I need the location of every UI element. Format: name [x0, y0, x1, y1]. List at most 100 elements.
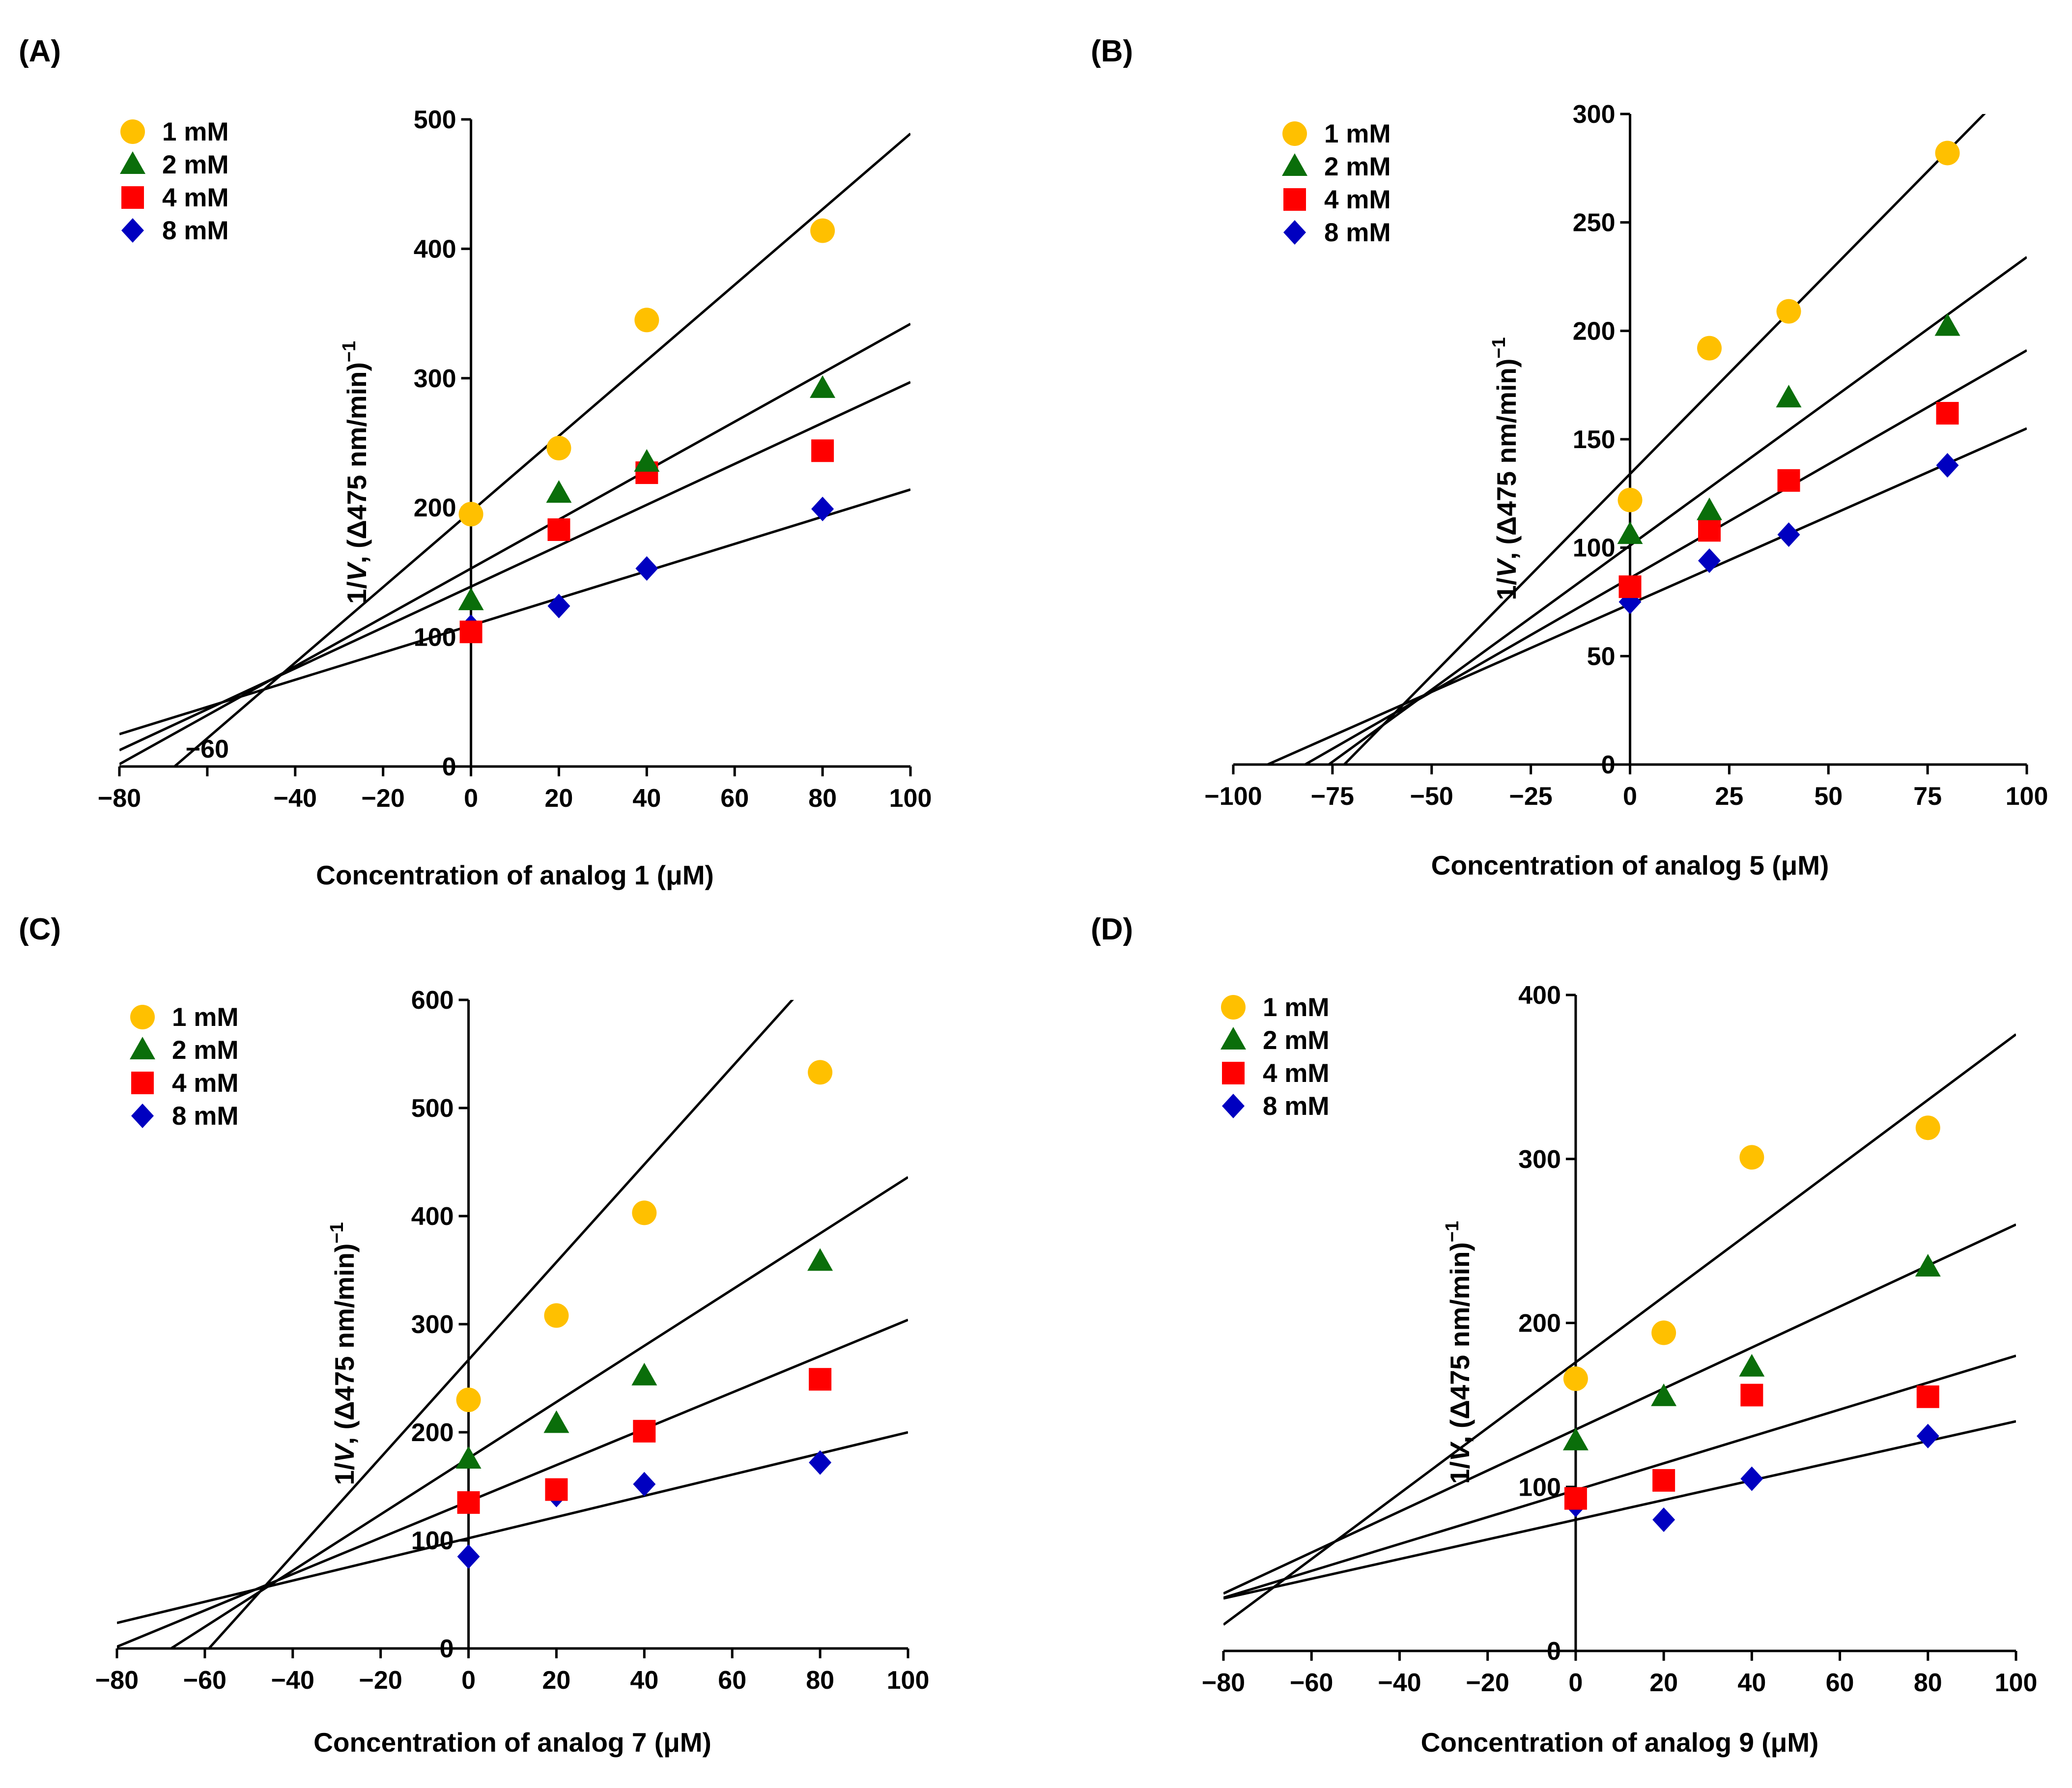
y-tick-label: 300 [411, 1310, 454, 1339]
x-tick-label: −40 [271, 1666, 314, 1695]
data-point-8-mm [633, 1472, 656, 1497]
x-tick-label: −60 [183, 1666, 227, 1695]
x-axis-title: Concentration of analog 1 (μM) [316, 860, 714, 890]
y-tick-label: 100 [414, 624, 456, 652]
legend-label: 2 mM [1324, 152, 1391, 181]
data-point-2-mm [631, 1362, 657, 1386]
data-point-1-mm [1563, 1366, 1588, 1391]
x-axis-title: Concentration of analog 9 (μM) [1421, 1727, 1819, 1758]
legend-marker-8-mm [131, 1104, 154, 1128]
legend-marker-1-mm [130, 1005, 155, 1029]
data-point-1-mm [544, 1303, 569, 1328]
x-tick-label: −100 [1204, 782, 1262, 811]
legend-label: 8 mM [1263, 1092, 1329, 1121]
data-point-4-mm [547, 518, 570, 541]
legend-label: 4 mM [1324, 185, 1391, 214]
legend-label: 1 mM [1263, 993, 1329, 1022]
data-point-2-mm [543, 1410, 569, 1433]
fit-line-4-mm [1223, 1354, 2016, 1599]
panel-label: (C) [19, 912, 61, 946]
y-tick-label: 100 [1573, 534, 1616, 563]
data-point-2-mm [1562, 1427, 1589, 1450]
data-point-1-mm [1776, 299, 1801, 324]
legend-marker-4-mm [1222, 1062, 1245, 1084]
x-tick-label: 0 [461, 1666, 476, 1695]
data-point-4-mm [1936, 402, 1959, 425]
data-point-1-mm [1651, 1320, 1676, 1345]
x-tick-label: −75 [1311, 782, 1354, 811]
x-tick-label: 60 [720, 784, 749, 813]
x-tick-label: 40 [1737, 1669, 1766, 1697]
data-point-2-mm [810, 375, 836, 398]
y-tick-label: 500 [414, 106, 456, 134]
data-point-4-mm [457, 1491, 480, 1514]
y-tick-label: 50 [1587, 642, 1616, 671]
legend-marker-2-mm [120, 151, 145, 174]
data-point-2-mm [1934, 313, 1960, 336]
y-tick-label: 400 [411, 1202, 454, 1231]
data-point-1-mm [808, 1060, 833, 1085]
data-point-8-mm [635, 556, 658, 581]
data-point-4-mm [1564, 1487, 1587, 1510]
data-point-2-mm [1651, 1383, 1677, 1406]
legend-marker-1-mm [120, 119, 145, 144]
x-tick-label: 20 [542, 1666, 571, 1695]
x-tick-label: −60 [1290, 1669, 1333, 1697]
legend-marker-2-mm [1282, 153, 1307, 176]
data-point-8-mm [1652, 1507, 1675, 1532]
x-tick-label: −20 [359, 1666, 402, 1695]
x-tick-label: 0 [1623, 782, 1637, 811]
x-tick-label: 0 [1568, 1669, 1583, 1697]
x-tick-label: 40 [632, 784, 661, 813]
x-tick-label: 50 [1814, 782, 1843, 811]
data-point-2-mm [1776, 385, 1802, 408]
x-tick-label: −20 [1466, 1669, 1509, 1697]
legend-marker-8-mm [1283, 220, 1306, 245]
data-point-1-mm [1618, 487, 1643, 512]
data-point-1-mm [458, 502, 483, 527]
data-point-4-mm [459, 621, 483, 644]
x-tick-label: −50 [1410, 782, 1453, 811]
x-tick-label: −40 [1378, 1669, 1421, 1697]
fit-line-1-mm [207, 1000, 794, 1648]
data-point-2-mm [1739, 1354, 1765, 1377]
x-tick-label: −80 [1202, 1669, 1245, 1697]
data-point-1-mm [634, 308, 659, 333]
fit-line-8-mm [117, 1431, 908, 1624]
data-point-4-mm [633, 1419, 656, 1443]
panel-label: (B) [1091, 34, 1133, 68]
x-tick-label: −25 [1509, 782, 1553, 811]
y-tick-label: 300 [414, 365, 456, 393]
y-tick-label: 300 [1573, 100, 1616, 129]
data-point-1-mm [810, 218, 835, 243]
y-tick-label: 200 [1573, 317, 1616, 345]
y-tick-label: 100 [1518, 1473, 1561, 1502]
x-tick-label: 60 [1826, 1669, 1854, 1697]
legend-marker-8-mm [121, 218, 144, 243]
data-point-2-mm [1617, 521, 1643, 544]
data-point-2-mm [634, 449, 660, 472]
data-point-8-mm [1777, 522, 1800, 547]
data-point-1-mm [1697, 336, 1722, 361]
y-tick-label: 150 [1573, 426, 1616, 454]
x-tick-label: −20 [362, 784, 405, 813]
fit-line-2-mm [1223, 1223, 2016, 1595]
data-point-2-mm [1915, 1254, 1941, 1277]
y-tick-label: 0 [440, 1635, 454, 1663]
x-tick-label: 100 [889, 784, 932, 813]
legend-label: 1 mM [1324, 119, 1391, 148]
data-point-4-mm [545, 1478, 568, 1501]
fit-line-2-mm [119, 322, 910, 766]
x-tick-label: 20 [1649, 1669, 1678, 1697]
data-point-8-mm [809, 1450, 832, 1475]
panel-label: (D) [1091, 912, 1133, 946]
chart-panel-b: (B) −100 −75 −50 −25 0 25 50 75 100 0 50 100 150 200 25… [1091, 34, 2048, 880]
x-tick-label: 80 [806, 1666, 834, 1695]
data-point-1-mm [546, 436, 571, 461]
legend-label: 2 mM [162, 150, 228, 179]
fit-line-1-mm [172, 133, 910, 766]
legend-marker-4-mm [131, 1072, 154, 1094]
x-tick-label: −80 [95, 1666, 139, 1695]
x-tick-label: 25 [1715, 782, 1743, 811]
x-tick-label: −80 [98, 784, 141, 813]
